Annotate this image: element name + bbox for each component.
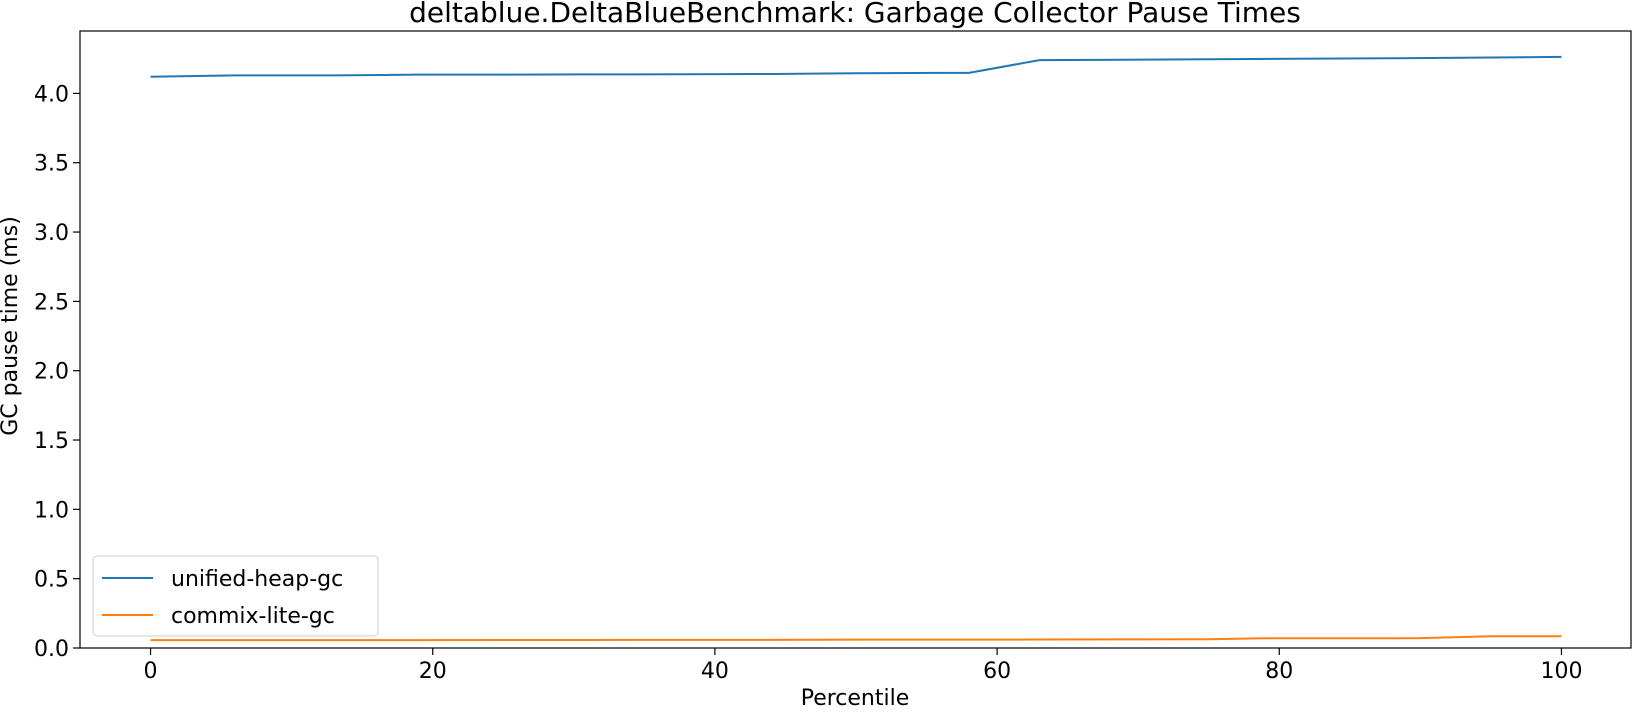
x-tick-label: 100 — [1540, 659, 1582, 684]
legend-label: commix-lite-gc — [171, 604, 335, 629]
legend-box — [92, 555, 379, 637]
x-tick-label: 0 — [144, 659, 158, 684]
x-tick-label: 60 — [983, 659, 1011, 684]
series-line-unified-heap-gc — [150, 55, 1562, 78]
y-tick-label: 4.0 — [34, 82, 69, 107]
y-tick-label: 3.5 — [34, 152, 69, 177]
y-tick-label: 1.0 — [34, 498, 69, 523]
plot-area — [79, 30, 1632, 649]
y-tick-label: 0.0 — [34, 637, 69, 662]
y-axis-title: GC pause time (ms) — [0, 216, 23, 436]
y-axis: 0.0 0.5 1.0 1.5 2.0 2.5 3.0 3.5 4.0 — [34, 82, 80, 662]
y-tick-label: 2.5 — [34, 290, 69, 315]
y-tick-label: 3.0 — [34, 221, 69, 246]
y-tick-label: 1.5 — [34, 429, 69, 454]
legend-label: unified-heap-gc — [171, 567, 343, 592]
x-tick-label: 40 — [701, 659, 729, 684]
plot-frame — [79, 30, 1632, 649]
x-axis-title: Percentile — [801, 686, 910, 710]
x-tick-label: 20 — [419, 659, 447, 684]
series-line-commix-lite-gc — [150, 635, 1562, 642]
y-tick-label: 0.5 — [34, 568, 69, 593]
x-tick-label: 80 — [1265, 659, 1293, 684]
x-axis: 0 20 40 60 80 100 — [144, 648, 1582, 684]
chart-title: deltablue.DeltaBlueBenchmark: Garbage Co… — [409, 0, 1301, 29]
y-tick-label: 2.0 — [34, 360, 69, 385]
legend: unified-heap-gc commix-lite-gc — [92, 555, 379, 637]
